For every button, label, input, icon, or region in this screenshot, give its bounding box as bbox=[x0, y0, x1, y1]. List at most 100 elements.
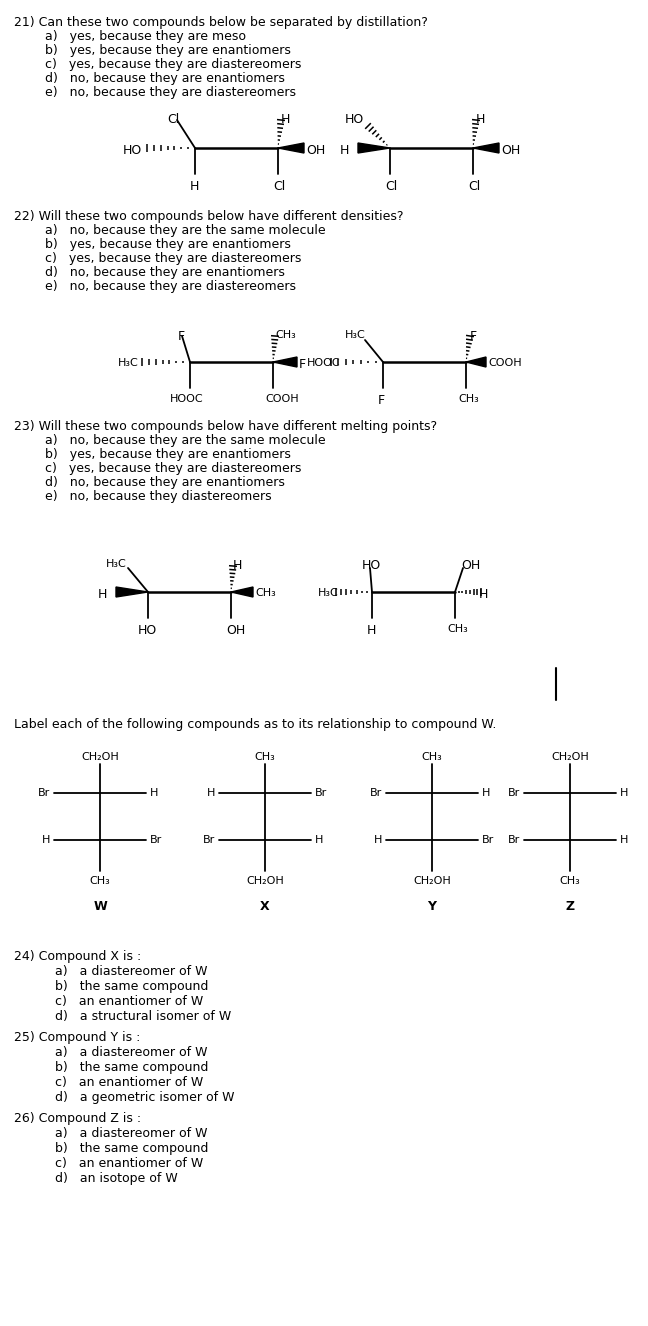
Text: CH₃: CH₃ bbox=[255, 752, 275, 762]
Text: H: H bbox=[98, 587, 108, 601]
Text: c)   an enantiomer of W: c) an enantiomer of W bbox=[55, 1075, 203, 1089]
Text: b)   the same compound: b) the same compound bbox=[55, 980, 209, 993]
Text: CH₃: CH₃ bbox=[275, 330, 295, 339]
Text: H: H bbox=[374, 835, 382, 845]
Text: CH₃: CH₃ bbox=[255, 587, 276, 598]
Text: H: H bbox=[233, 560, 242, 572]
Text: H: H bbox=[482, 788, 491, 798]
Text: c)   an enantiomer of W: c) an enantiomer of W bbox=[55, 1158, 203, 1170]
Text: HO: HO bbox=[362, 560, 381, 572]
Text: a)   no, because they are the same molecule: a) no, because they are the same molecul… bbox=[45, 224, 326, 237]
Text: Cl: Cl bbox=[167, 113, 179, 126]
Text: H: H bbox=[367, 625, 376, 636]
Text: COOH: COOH bbox=[488, 358, 522, 369]
Text: 26) Compound Z is :: 26) Compound Z is : bbox=[14, 1113, 141, 1124]
Text: OH: OH bbox=[226, 625, 245, 636]
Text: b)   yes, because they are enantiomers: b) yes, because they are enantiomers bbox=[45, 44, 291, 57]
Text: H: H bbox=[41, 835, 50, 845]
Text: d)   a geometric isomer of W: d) a geometric isomer of W bbox=[55, 1091, 235, 1105]
Text: a)   a diastereomer of W: a) a diastereomer of W bbox=[55, 1046, 207, 1059]
Text: COOH: COOH bbox=[265, 394, 299, 404]
Text: H₃C: H₃C bbox=[318, 587, 339, 598]
Text: 22) Will these two compounds below have different densities?: 22) Will these two compounds below have … bbox=[14, 210, 404, 223]
Text: Br: Br bbox=[482, 835, 494, 845]
Text: Br: Br bbox=[203, 835, 215, 845]
Text: H: H bbox=[476, 113, 485, 126]
Text: X: X bbox=[260, 900, 270, 914]
Text: 24) Compound X is :: 24) Compound X is : bbox=[14, 949, 141, 963]
Text: Cl: Cl bbox=[468, 180, 480, 194]
Polygon shape bbox=[273, 357, 297, 367]
Text: CH₃: CH₃ bbox=[422, 752, 443, 762]
Text: a)   a diastereomer of W: a) a diastereomer of W bbox=[55, 965, 207, 979]
Text: H: H bbox=[340, 145, 349, 156]
Text: HOOC: HOOC bbox=[307, 358, 341, 369]
Polygon shape bbox=[231, 587, 253, 597]
Text: 25) Compound Y is :: 25) Compound Y is : bbox=[14, 1032, 141, 1044]
Text: c)   yes, because they are diastereomers: c) yes, because they are diastereomers bbox=[45, 58, 301, 72]
Text: H: H bbox=[479, 587, 489, 601]
Text: a)   no, because they are the same molecule: a) no, because they are the same molecul… bbox=[45, 434, 326, 447]
Text: Br: Br bbox=[508, 788, 520, 798]
Text: F: F bbox=[378, 394, 385, 407]
Text: d)   no, because they are enantiomers: d) no, because they are enantiomers bbox=[45, 267, 285, 278]
Text: Label each of the following compounds as to its relationship to compound W.: Label each of the following compounds as… bbox=[14, 717, 496, 731]
Text: b)   yes, because they are enantiomers: b) yes, because they are enantiomers bbox=[45, 237, 291, 251]
Text: H: H bbox=[150, 788, 158, 798]
Polygon shape bbox=[116, 587, 148, 597]
Text: CH₂OH: CH₂OH bbox=[413, 876, 451, 886]
Text: Y: Y bbox=[428, 900, 437, 914]
Text: W: W bbox=[93, 900, 107, 914]
Text: 23) Will these two compounds below have different melting points?: 23) Will these two compounds below have … bbox=[14, 420, 437, 434]
Text: Br: Br bbox=[150, 835, 162, 845]
Text: Z: Z bbox=[566, 900, 575, 914]
Text: H: H bbox=[281, 113, 290, 126]
Text: a)   a diastereomer of W: a) a diastereomer of W bbox=[55, 1127, 207, 1140]
Text: e)   no, because they diastereomers: e) no, because they diastereomers bbox=[45, 491, 272, 503]
Text: 21) Can these two compounds below be separated by distillation?: 21) Can these two compounds below be sep… bbox=[14, 16, 428, 29]
Text: HO: HO bbox=[345, 113, 364, 126]
Polygon shape bbox=[278, 143, 304, 152]
Text: OH: OH bbox=[461, 560, 480, 572]
Text: F: F bbox=[470, 330, 477, 343]
Text: OH: OH bbox=[501, 145, 520, 156]
Text: H: H bbox=[207, 788, 215, 798]
Text: CH₂OH: CH₂OH bbox=[551, 752, 589, 762]
Text: CH₂OH: CH₂OH bbox=[246, 876, 284, 886]
Text: F: F bbox=[299, 358, 306, 371]
Text: b)   yes, because they are enantiomers: b) yes, because they are enantiomers bbox=[45, 448, 291, 461]
Text: c)   an enantiomer of W: c) an enantiomer of W bbox=[55, 994, 203, 1008]
Text: H: H bbox=[620, 788, 629, 798]
Text: HO: HO bbox=[138, 625, 157, 636]
Text: e)   no, because they are diastereomers: e) no, because they are diastereomers bbox=[45, 86, 296, 99]
Text: c)   yes, because they are diastereomers: c) yes, because they are diastereomers bbox=[45, 461, 301, 475]
Text: d)   no, because they are enantiomers: d) no, because they are enantiomers bbox=[45, 72, 285, 85]
Text: Br: Br bbox=[370, 788, 382, 798]
Text: Cl: Cl bbox=[273, 180, 285, 194]
Text: d)   an isotope of W: d) an isotope of W bbox=[55, 1172, 178, 1185]
Text: HOOC: HOOC bbox=[170, 394, 203, 404]
Polygon shape bbox=[358, 143, 390, 152]
Text: H: H bbox=[620, 835, 629, 845]
Text: d)   no, because they are enantiomers: d) no, because they are enantiomers bbox=[45, 476, 285, 489]
Polygon shape bbox=[473, 143, 499, 152]
Polygon shape bbox=[466, 357, 486, 367]
Text: a)   yes, because they are meso: a) yes, because they are meso bbox=[45, 30, 246, 42]
Text: H₃C: H₃C bbox=[118, 358, 139, 369]
Text: e)   no, because they are diastereomers: e) no, because they are diastereomers bbox=[45, 280, 296, 293]
Text: Cl: Cl bbox=[385, 180, 397, 194]
Text: b)   the same compound: b) the same compound bbox=[55, 1061, 209, 1074]
Text: CH₃: CH₃ bbox=[447, 625, 468, 634]
Text: Br: Br bbox=[315, 788, 327, 798]
Text: Br: Br bbox=[38, 788, 50, 798]
Text: b)   the same compound: b) the same compound bbox=[55, 1142, 209, 1155]
Text: CH₃: CH₃ bbox=[458, 394, 479, 404]
Text: H₃C: H₃C bbox=[345, 330, 365, 339]
Text: H: H bbox=[190, 180, 200, 194]
Text: CH₂OH: CH₂OH bbox=[81, 752, 119, 762]
Text: Br: Br bbox=[508, 835, 520, 845]
Text: HO: HO bbox=[123, 145, 143, 156]
Text: H: H bbox=[315, 835, 323, 845]
Text: d)   a structural isomer of W: d) a structural isomer of W bbox=[55, 1010, 231, 1022]
Text: H₃C: H₃C bbox=[106, 560, 127, 569]
